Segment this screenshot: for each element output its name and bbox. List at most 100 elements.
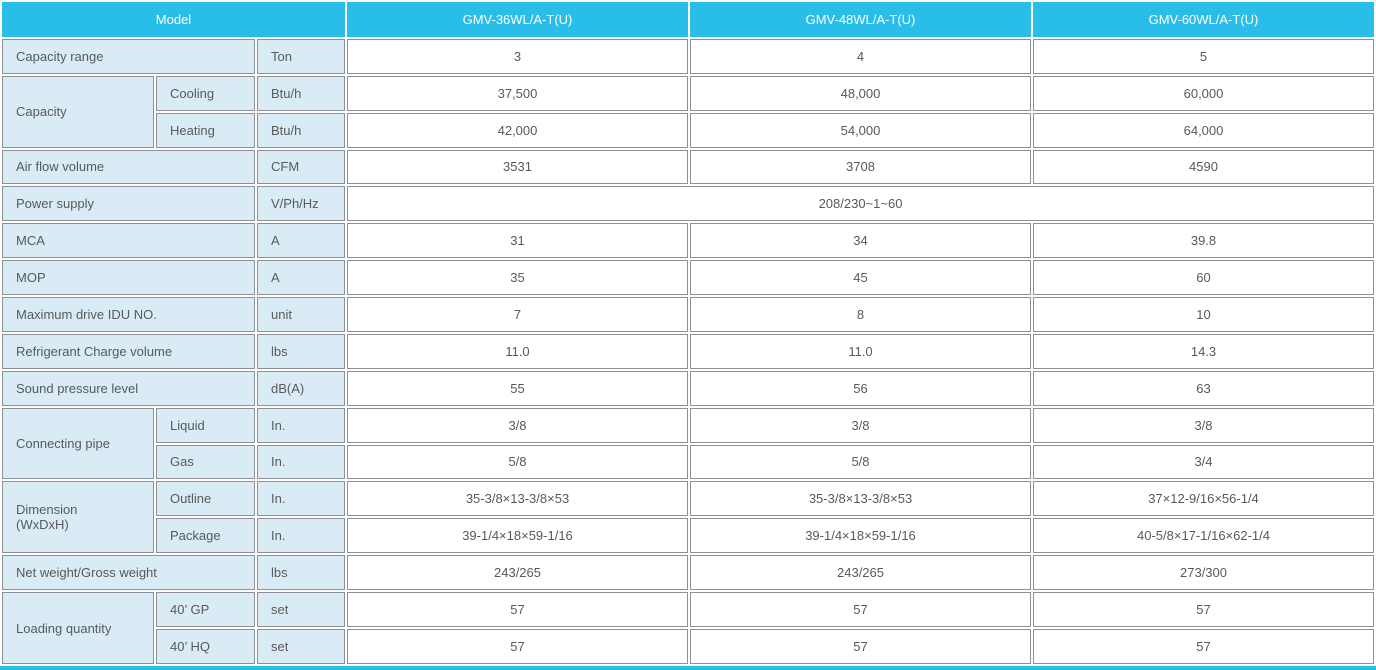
- spec-value: 3/8: [1033, 407, 1374, 443]
- row-label: Capacity range: [2, 38, 255, 74]
- table-row-loading-hq: 40’ HQ set 57 57 57: [2, 628, 1374, 664]
- unit-label: A: [257, 260, 345, 295]
- spec-value: 37×12-9/16×56-1/4: [1033, 481, 1374, 517]
- unit-label: set: [257, 592, 345, 627]
- row-group-label: Dimension (WxDxH): [2, 481, 154, 554]
- spec-value: 5/8: [690, 444, 1031, 480]
- spec-value: 42,000: [347, 112, 688, 148]
- spec-value: 39.8: [1033, 223, 1374, 259]
- row-label: MCA: [2, 223, 255, 259]
- unit-label: Btu/h: [257, 75, 345, 111]
- spec-value: 40-5/8×17-1/16×62-1/4: [1033, 518, 1374, 554]
- spec-value: 3: [347, 38, 688, 74]
- spec-value: 8: [690, 297, 1031, 332]
- row-group-label: Loading quantity: [2, 592, 154, 664]
- table-row-pipe-gas: Gas In. 5/8 5/8 3/4: [2, 444, 1374, 480]
- spec-value: 4: [690, 38, 1031, 74]
- spec-value: 243/265: [347, 555, 688, 590]
- unit-label: A: [257, 223, 345, 259]
- row-sublabel: Package: [156, 518, 255, 554]
- unit-label: lbs: [257, 333, 345, 369]
- spec-value: 11.0: [347, 333, 688, 369]
- unit-label: lbs: [257, 555, 345, 590]
- unit-label: In.: [257, 481, 345, 517]
- table-row-mca: MCA A 31 34 39.8: [2, 223, 1374, 259]
- spec-value: 57: [690, 592, 1031, 627]
- unit-label: dB(A): [257, 370, 345, 406]
- spec-value: 3/4: [1033, 444, 1374, 480]
- model-column-header-3: GMV-60WL/A-T(U): [1033, 2, 1374, 37]
- table-row-capacity-heating: Heating Btu/h 42,000 54,000 64,000: [2, 112, 1374, 148]
- table-row-dimension-outline: Dimension (WxDxH) Outline In. 35-3/8×13-…: [2, 481, 1374, 554]
- spec-value: 39-1/4×18×59-1/16: [347, 518, 688, 554]
- table-row-dimension-package: Package In. 39-1/4×18×59-1/16 39-1/4×18×…: [2, 518, 1374, 554]
- group-label-line: (WxDxH): [16, 517, 69, 533]
- row-sublabel: Outline: [156, 481, 255, 517]
- spec-value: 34: [690, 223, 1031, 259]
- spec-value: 3/8: [690, 407, 1031, 443]
- spec-value: 35-3/8×13-3/8×53: [690, 481, 1031, 517]
- spec-value: 35: [347, 260, 688, 295]
- spec-value: 5: [1033, 38, 1374, 74]
- spec-value: 4590: [1033, 149, 1374, 185]
- spec-value-span: 208/230~1~60: [347, 186, 1374, 222]
- spec-value: 11.0: [690, 333, 1031, 369]
- unit-label: In.: [257, 518, 345, 554]
- spec-value: 31: [347, 223, 688, 259]
- unit-label: In.: [257, 444, 345, 480]
- table-row-loading-gp: Loading quantity 40’ GP set 57 57 57: [2, 592, 1374, 664]
- unit-label: V/Ph/Hz: [257, 186, 345, 222]
- table-row-mop: MOP A 35 45 60: [2, 260, 1374, 295]
- table-row-max-drive-idu: Maximum drive IDU NO. unit 7 8 10: [2, 297, 1374, 332]
- row-group-label: Connecting pipe: [2, 407, 154, 480]
- spec-value: 48,000: [690, 75, 1031, 111]
- spec-value: 5/8: [347, 444, 688, 480]
- row-label: Sound pressure level: [2, 370, 255, 406]
- table-row-refrigerant-charge: Refrigerant Charge volume lbs 11.0 11.0 …: [2, 333, 1374, 369]
- spec-value: 54,000: [690, 112, 1031, 148]
- bottom-accent-bar: [0, 666, 1376, 670]
- model-column-header-1: GMV-36WL/A-T(U): [347, 2, 688, 37]
- header-row: Model GMV-36WL/A-T(U) GMV-48WL/A-T(U) GM…: [2, 2, 1374, 37]
- spec-value: 63: [1033, 370, 1374, 406]
- spec-value: 60,000: [1033, 75, 1374, 111]
- row-sublabel: 40’ HQ: [156, 628, 255, 664]
- row-sublabel: Cooling: [156, 75, 255, 111]
- table-row-capacity-cooling: Capacity Cooling Btu/h 37,500 48,000 60,…: [2, 75, 1374, 148]
- row-label: Air flow volume: [2, 149, 255, 185]
- group-label-line: Dimension: [16, 502, 78, 518]
- spec-value: 3531: [347, 149, 688, 185]
- unit-label: CFM: [257, 149, 345, 185]
- spec-value: 35-3/8×13-3/8×53: [347, 481, 688, 517]
- row-label: Maximum drive IDU NO.: [2, 297, 255, 332]
- row-label: Net weight/Gross weight: [2, 555, 255, 590]
- spec-value: 7: [347, 297, 688, 332]
- row-sublabel: Gas: [156, 444, 255, 480]
- spec-value: 57: [347, 592, 688, 627]
- unit-label: set: [257, 628, 345, 664]
- spec-value: 60: [1033, 260, 1374, 295]
- unit-label: Btu/h: [257, 112, 345, 148]
- spec-value: 56: [690, 370, 1031, 406]
- table-row-power-supply: Power supply V/Ph/Hz 208/230~1~60: [2, 186, 1374, 222]
- unit-label: Ton: [257, 38, 345, 74]
- row-label: Refrigerant Charge volume: [2, 333, 255, 369]
- spec-value: 57: [347, 628, 688, 664]
- spec-value: 37,500: [347, 75, 688, 111]
- row-label: Power supply: [2, 186, 255, 222]
- unit-label: unit: [257, 297, 345, 332]
- spec-value: 55: [347, 370, 688, 406]
- row-label: MOP: [2, 260, 255, 295]
- spec-value: 273/300: [1033, 555, 1374, 590]
- model-header-cell: Model: [2, 2, 345, 37]
- row-group-label: Capacity: [2, 75, 154, 148]
- spec-value: 243/265: [690, 555, 1031, 590]
- spec-value: 10: [1033, 297, 1374, 332]
- spec-value: 3708: [690, 149, 1031, 185]
- unit-label: In.: [257, 407, 345, 443]
- table-row-air-flow: Air flow volume CFM 3531 3708 4590: [2, 149, 1374, 185]
- spec-value: 64,000: [1033, 112, 1374, 148]
- spec-value: 14.3: [1033, 333, 1374, 369]
